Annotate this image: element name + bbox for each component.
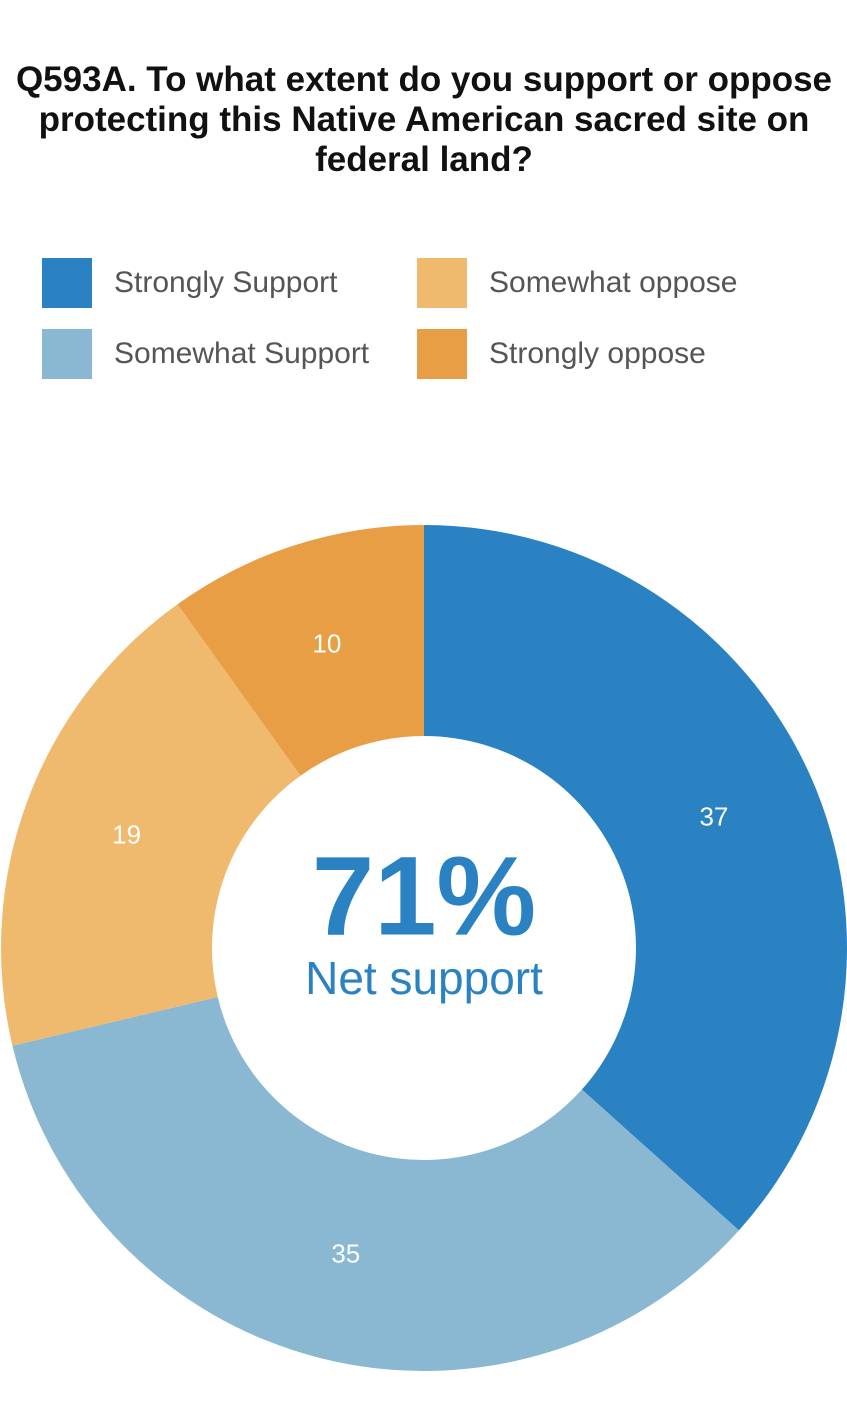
- donut-segment: [177, 525, 424, 776]
- chart-title: Q593A. To what extent do you support or …: [15, 60, 833, 179]
- donut: 37 35 19 10: [1, 525, 847, 1371]
- data-label: 37: [699, 801, 728, 831]
- legend-swatch: [42, 329, 92, 379]
- data-label: 35: [331, 1239, 360, 1269]
- data-label: 19: [112, 820, 141, 850]
- legend-swatch: [417, 329, 467, 379]
- legend-label: Strongly Support: [114, 266, 338, 299]
- donut-segment: [1, 604, 301, 1046]
- legend-swatch: [42, 258, 92, 308]
- center-label: Net support: [305, 952, 543, 1004]
- center-value: 71%: [312, 834, 536, 959]
- donut-segment: [424, 525, 847, 1231]
- data-label: 10: [312, 629, 341, 659]
- legend-label: Somewhat Support: [114, 337, 370, 370]
- donut-segment: [12, 997, 739, 1371]
- legend-label: Strongly oppose: [489, 337, 706, 370]
- legend-swatch: [417, 258, 467, 308]
- legend-label: Somewhat oppose: [489, 266, 738, 299]
